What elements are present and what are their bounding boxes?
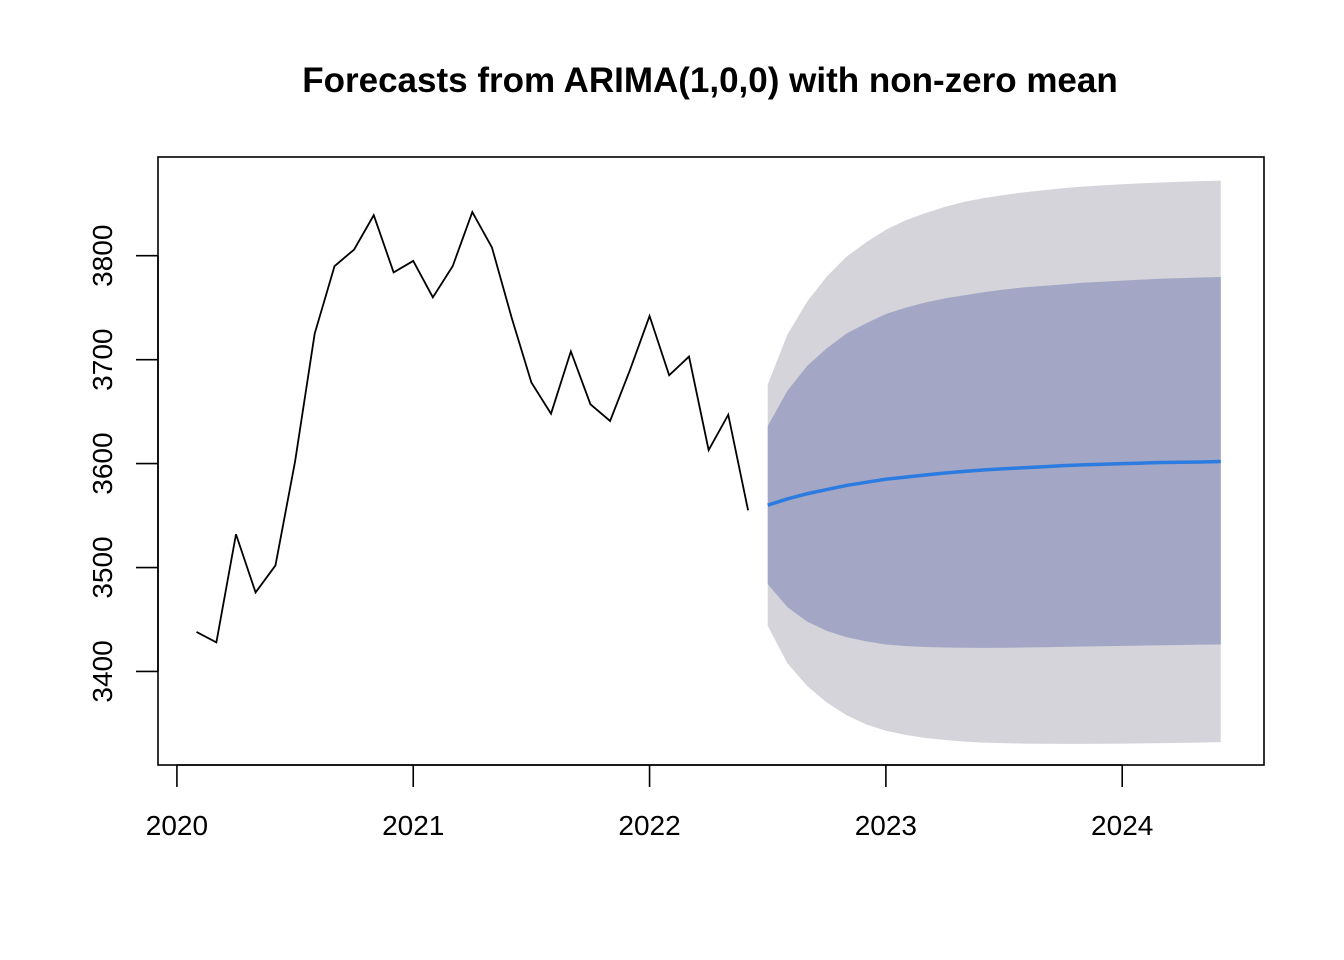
y-tick-label: 3500 [87, 536, 118, 598]
x-tick-label: 2023 [855, 810, 917, 841]
band-80 [767, 277, 1221, 648]
prediction-bands [767, 180, 1221, 744]
forecast-mean-line [767, 459, 1221, 507]
chart-title: Forecasts from ARIMA(1,0,0) with non-zer… [302, 61, 1118, 100]
x-tick-label: 2021 [382, 810, 444, 841]
x-tick-label: 2022 [618, 810, 680, 841]
x-tick-label: 2020 [146, 810, 208, 841]
x-tick-label: 2024 [1091, 810, 1153, 841]
y-tick-label: 3600 [87, 432, 118, 494]
y-tick-label: 3700 [87, 329, 118, 391]
observed-series-line [196, 209, 749, 644]
series-lines [196, 209, 1221, 644]
y-tick-label: 3800 [87, 225, 118, 287]
y-axis: 3400 3500 3600 3700 3800 [87, 225, 159, 703]
x-axis: 2020 2021 2022 2023 2024 [146, 764, 1153, 841]
y-tick-label: 3400 [87, 640, 118, 702]
